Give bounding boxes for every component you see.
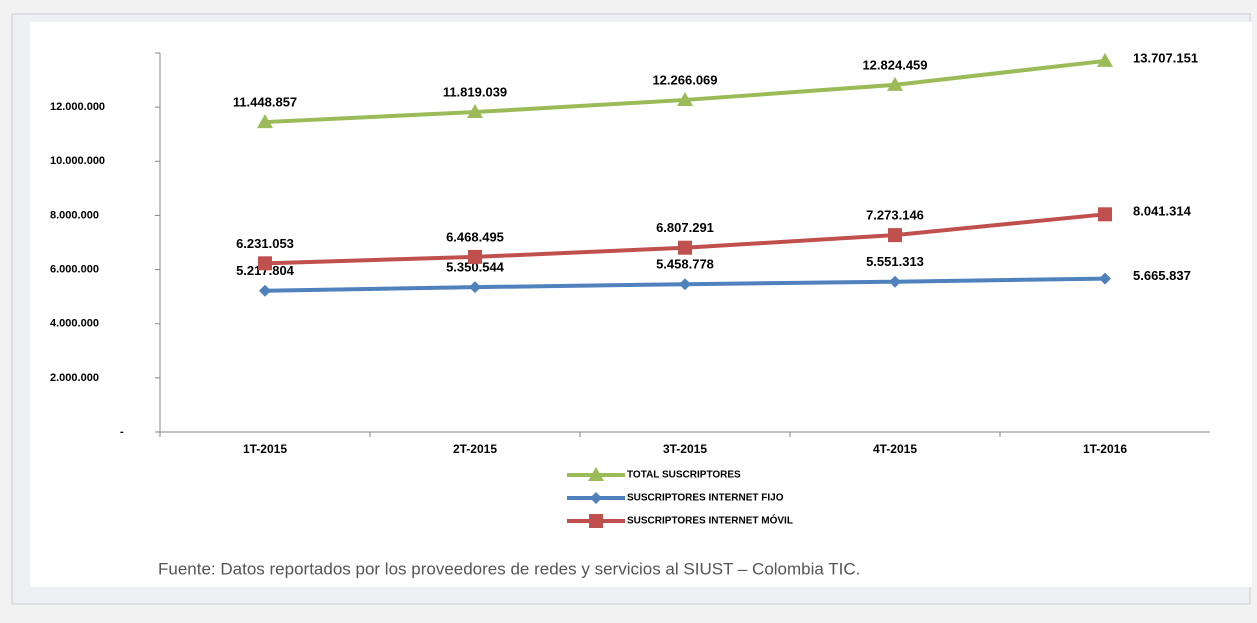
- data-label: 11.448.857: [233, 95, 297, 110]
- marker: [1099, 272, 1111, 285]
- data-label: 12.266.069: [652, 72, 717, 87]
- marker: [889, 275, 901, 288]
- y-tick-label: 6.000.000: [50, 263, 99, 275]
- data-label: 8.041.314: [1133, 204, 1192, 219]
- y-tick-label: 10.000.000: [50, 155, 105, 167]
- legend-label: SUSCRIPTORES INTERNET MÓVIL: [627, 514, 793, 527]
- chart-area: [30, 22, 1252, 587]
- y-tick-label: 12.000.000: [50, 101, 105, 113]
- x-tick-label: 3T-2015: [663, 442, 707, 456]
- y-tick-label: -: [120, 426, 124, 438]
- data-label: 6.468.495: [446, 229, 504, 244]
- y-tick-label: 4.000.000: [50, 318, 99, 330]
- data-label: 6.807.291: [656, 220, 714, 235]
- data-label: 5.458.778: [656, 257, 714, 272]
- x-tick-label: 2T-2015: [453, 442, 497, 456]
- data-label: 12.824.459: [862, 57, 927, 72]
- marker: [1097, 52, 1113, 67]
- marker: [678, 240, 692, 255]
- data-label: 5.665.837: [1133, 268, 1191, 283]
- y-tick-label: 14.000.000: [50, 47, 105, 59]
- data-label: 6.231.053: [236, 236, 294, 251]
- marker: [588, 467, 604, 481]
- data-label: 7.273.146: [866, 208, 924, 223]
- data-label: 5.217.804: [236, 263, 295, 278]
- x-tick-label: 4T-2015: [873, 442, 917, 456]
- x-tick-label: 1T-2015: [243, 442, 287, 456]
- marker: [1098, 207, 1112, 222]
- marker: [257, 114, 273, 129]
- marker: [677, 91, 693, 106]
- data-label: 11.819.039: [443, 84, 507, 99]
- marker: [258, 256, 272, 271]
- marker: [469, 281, 481, 294]
- marker: [468, 249, 482, 264]
- legend-label: SUSCRIPTORES INTERNET FIJO: [627, 493, 784, 504]
- marker: [259, 284, 271, 297]
- y-tick-label: 8.000.000: [50, 209, 99, 221]
- data-label: 13.707.151: [1133, 50, 1198, 65]
- source-note: Fuente: Datos reportados por los proveed…: [158, 559, 860, 578]
- data-label: 5.350.544: [446, 260, 505, 275]
- data-label: 5.551.313: [866, 254, 924, 269]
- marker: [467, 104, 483, 119]
- x-tick-label: 1T-2016: [1083, 442, 1127, 456]
- marker: [589, 514, 603, 528]
- marker: [590, 492, 602, 504]
- legend-label: TOTAL SUSCRIPTORES: [627, 470, 741, 481]
- marker: [887, 76, 903, 91]
- marker: [888, 228, 902, 243]
- marker: [679, 278, 691, 291]
- y-tick-label: 2.000.000: [50, 372, 99, 384]
